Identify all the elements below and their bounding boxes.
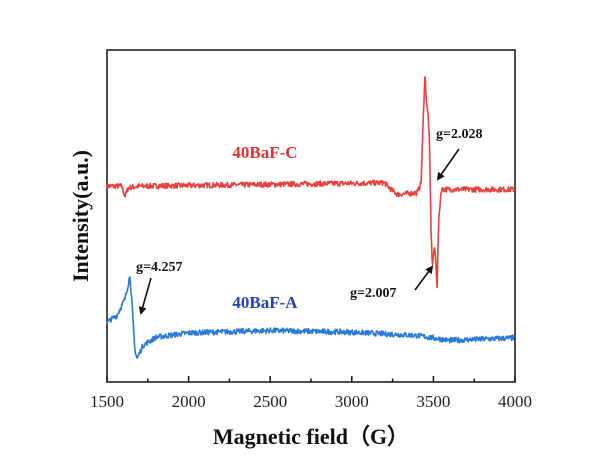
series-line-40baf-c bbox=[106, 76, 516, 289]
annotation-g-2007: g=2.007 bbox=[350, 286, 396, 301]
x-tick-label: 3000 bbox=[335, 392, 369, 411]
x-tick-label: 1500 bbox=[90, 392, 124, 411]
arrow-g-4257 bbox=[138, 277, 152, 315]
arrow-g-2028 bbox=[436, 148, 460, 181]
series-line-40baf-a bbox=[106, 276, 516, 359]
annotation-g-4257: g=4.257 bbox=[136, 260, 182, 275]
series-label-40baf-a: 40BaF-A bbox=[232, 293, 298, 312]
y-axis-label: Intensity(a.u.) bbox=[68, 150, 93, 282]
x-tick-label: 2500 bbox=[253, 392, 287, 411]
x-tick-label: 2000 bbox=[172, 392, 206, 411]
x-tick-label: 3500 bbox=[416, 392, 450, 411]
series-label-40baf-c: 40BaF-C bbox=[232, 143, 297, 162]
x-tick-label: 4000 bbox=[498, 392, 532, 411]
x-axis-label: Magnetic field（G） bbox=[213, 424, 409, 449]
annotation-g-2028: g=2.028 bbox=[436, 127, 482, 142]
arrow-g-2007 bbox=[414, 265, 434, 291]
